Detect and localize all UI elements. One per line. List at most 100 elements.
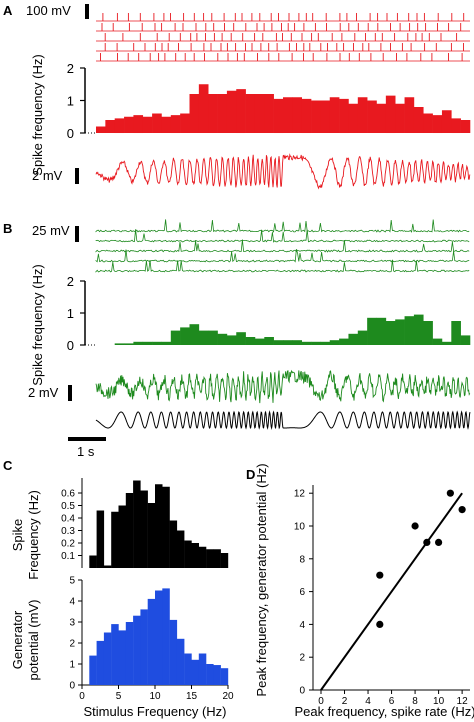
histogram-bar [124,116,134,133]
spike-trace [95,229,470,243]
histogram-bar [208,330,218,345]
histogram-bar [189,94,200,133]
c-top-ylabel-line2: Frequency (Hz) [26,490,41,580]
scale-bar-label-b-top: 25 mV [32,223,70,238]
histogram-bar [451,118,461,134]
histogram-bar [367,100,377,133]
histogram-bar [423,113,433,133]
histogram-bar [125,622,134,685]
x-tick-label: 12 [457,696,469,707]
histogram-bar [236,332,246,345]
scatter-point [458,506,466,514]
histogram-bar [198,653,207,685]
scale-bar-label-b-bottom: 2 mV [28,385,59,400]
histogram-bar [367,317,377,345]
scatter-point [376,571,384,579]
c-bottom-ylabel-line1: Generator [10,610,25,669]
histogram-bar [133,615,141,685]
histogram-bar [180,327,190,345]
scatter-point [376,620,384,629]
histogram-bar [339,338,349,345]
histogram-bar [96,640,105,685]
histogram-bar [89,655,97,685]
histogram-bar [189,324,200,345]
histogram-bar [140,490,148,568]
bars-a [96,84,471,134]
panel-label-c: C [3,458,13,473]
histogram-bar [118,505,126,568]
histogram-bar [404,97,415,133]
y-tick-label: 0.5 [61,501,75,512]
c-top-ylabel-line1: Spike [10,519,25,552]
c-bottom-ylabel-line2: potential (mV) [26,600,41,681]
histogram-bar [217,333,228,345]
histogram-bar [114,343,125,345]
y-tick-label: 0 [67,338,74,353]
y-tick-label: 0.2 [61,539,75,550]
spike-train [102,13,465,21]
histogram-bar [311,341,321,345]
histogram-bar [301,341,312,345]
histogram-bar [133,480,141,568]
histogram-bar [376,317,387,345]
c-bottom-bars [89,588,229,685]
d-points [376,489,466,629]
histogram-bar [376,103,387,133]
scale-bar-a-bottom [75,168,79,184]
histogram-bar [395,319,405,345]
d-y-ticks: 0 2 4 6 8 10 12 [294,489,313,697]
histogram-bar [198,546,207,568]
histogram-bar [236,89,246,134]
panel-label-d: D [246,467,255,482]
histogram-bar [124,343,134,345]
histogram-bar [147,598,156,685]
histogram-bar [147,503,156,568]
generator-potential-trace-b [95,369,471,404]
spike-trace [95,219,470,233]
histogram-bar [140,609,148,685]
histogram-bar [111,624,119,685]
histogram-bar [105,120,115,133]
histogram-bar [198,84,209,133]
d-x-ticks: 0 2 4 6 8 10 12 [318,690,468,707]
y-tick-label: 6 [299,587,305,598]
panel-a: 100 mV Spike frequency (Hz) 0 1 2 2 mV [26,3,471,190]
histogram-bar [357,330,368,345]
histogram-bar [460,120,471,133]
histogram-bar [184,653,192,685]
x-tick-label: 10 [149,691,161,702]
histogram-bar [432,115,443,134]
histogram-bar [152,113,162,133]
panel-label-a: A [3,3,13,18]
d-x-axis-label: Peak frequency, spike rate (Hz) [294,704,474,719]
histogram-bar [273,98,284,134]
y-tick-label: 1 [69,660,75,671]
histogram-bar [320,341,331,345]
histogram-bar [142,116,153,133]
scale-bar-a-top [85,4,89,19]
scale-bar-label-a-top: 100 mV [26,3,71,18]
c-bottom-x-ticks: 0 5 10 15 20 [79,685,234,702]
histogram-bar [220,553,229,568]
histogram-bar [245,337,256,345]
histogram-bar [125,493,134,568]
histogram-bar [329,97,340,133]
spike-train [104,33,458,41]
spike-trace [95,259,470,273]
y-tick-label: 1 [67,94,74,109]
histogram-bar [191,543,199,568]
scale-bar-label-a-bottom: 2 mV [32,168,63,183]
bars-b [114,314,471,345]
histogram-bar [413,314,424,345]
histogram-bar [273,340,284,345]
histogram-bar [170,115,181,134]
y-tick-label: 5 [69,576,75,587]
time-scale-bar [68,437,106,441]
c-top-y-ticks: 0.10.2 0.30.4 0.50.6 [61,489,82,562]
histogram-bar [111,511,119,568]
histogram-bar [170,330,181,345]
histogram-bar [103,565,112,568]
histogram-bar [283,97,293,133]
histogram-bar [357,97,368,133]
